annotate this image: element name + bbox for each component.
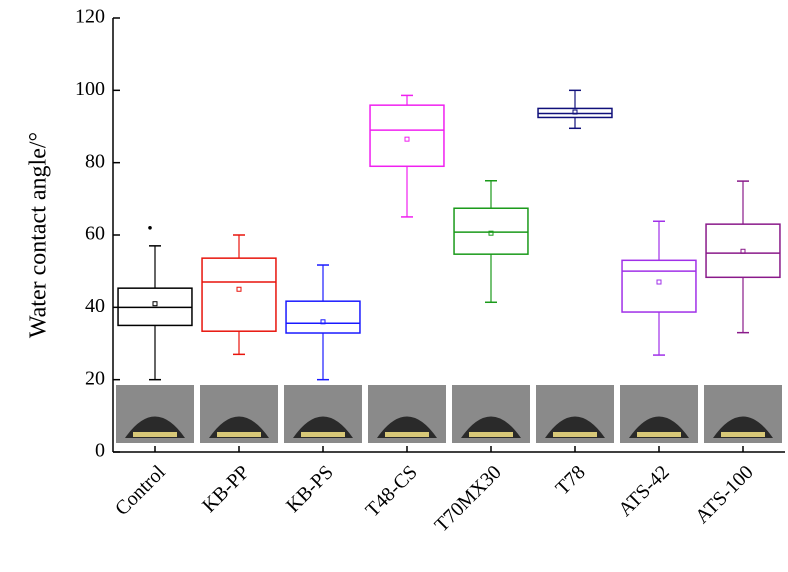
y-tick-label: 100 <box>75 78 105 100</box>
photo-scale <box>469 432 513 437</box>
box <box>621 259 697 313</box>
mean <box>236 286 242 292</box>
box <box>285 300 361 334</box>
mean <box>404 136 410 142</box>
x-tick-label: Control <box>111 461 170 520</box>
x-tick-label: T70MX30 <box>431 461 506 536</box>
box <box>201 257 277 332</box>
y-tick-label: 0 <box>95 440 105 462</box>
photo-scale <box>553 432 597 437</box>
mean <box>152 301 158 307</box>
mean <box>572 109 578 115</box>
x-tick-label: KB-PS <box>282 461 338 517</box>
y-tick-label: 60 <box>85 223 105 245</box>
photo-scale <box>637 432 681 437</box>
box <box>705 223 781 279</box>
mean <box>740 248 746 254</box>
photo-scale <box>217 432 261 437</box>
photo-scale <box>133 432 177 437</box>
y-tick-label: 80 <box>85 150 105 172</box>
y-tick-label: 40 <box>85 295 105 317</box>
mean <box>488 230 494 236</box>
y-axis-label: Water contact angle/° <box>26 132 52 338</box>
photo-scale <box>721 432 765 437</box>
outlier <box>148 225 152 230</box>
box <box>369 104 445 168</box>
photo-scale <box>301 432 345 437</box>
x-tick-label: ATS-100 <box>691 461 758 528</box>
x-tick-label: T48-CS <box>361 461 421 521</box>
x-tick-label: KB-PP <box>198 461 254 517</box>
photo-scale <box>385 432 429 437</box>
y-tick-label: 120 <box>75 6 105 28</box>
y-tick-label: 20 <box>85 367 105 389</box>
mean <box>656 279 662 285</box>
x-tick-label: ATS-42 <box>614 461 674 521</box>
x-tick-label: T78 <box>551 461 589 499</box>
mean <box>320 319 326 325</box>
